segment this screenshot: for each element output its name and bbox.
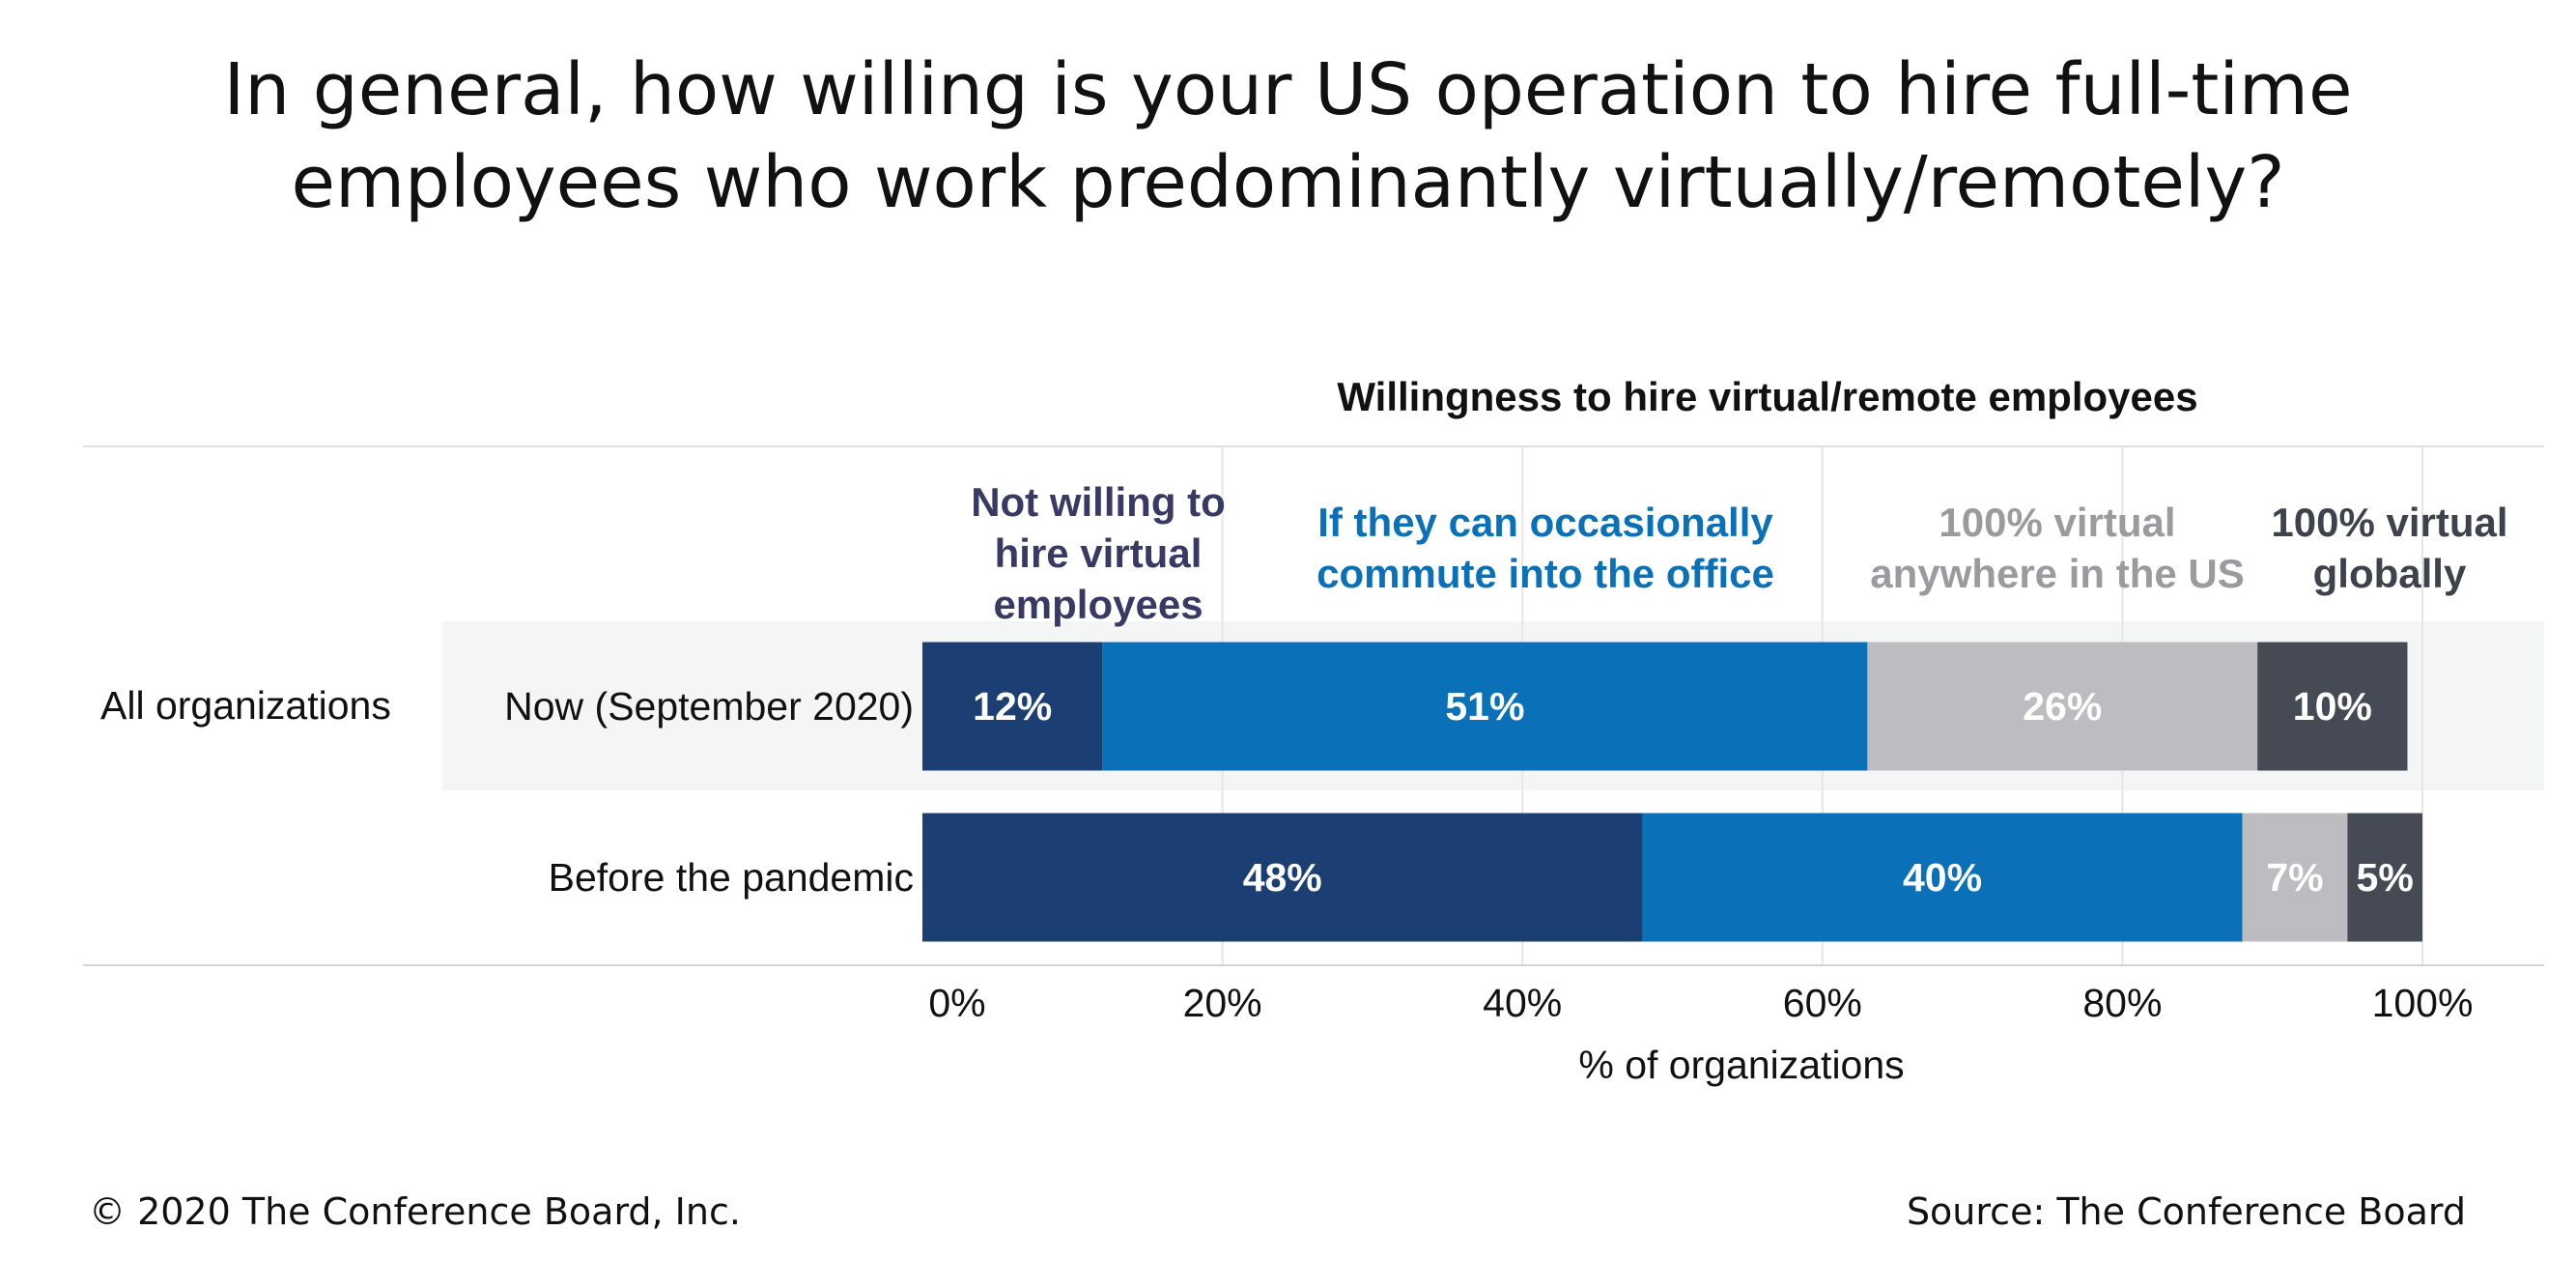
page-title: In general, how willing is your US opera… [0, 43, 2576, 229]
x-tick-label: 100% [2372, 981, 2474, 1025]
bar-segment [2347, 813, 2422, 942]
bar-segment [1867, 642, 2258, 771]
bar-segment [1102, 642, 1868, 771]
bar-segment [2242, 813, 2348, 942]
bar-value-label: 10% [2293, 684, 2372, 729]
bar-value-label: 7% [2266, 855, 2323, 900]
legend-entry-line: anywhere in the US [1870, 551, 2244, 596]
bar-value-label: 48% [1243, 855, 1322, 900]
source-note: Source: The Conference Board [1906, 1190, 2466, 1233]
legend-entry-line: globally [2313, 551, 2467, 596]
x-tick-label: 0% [928, 981, 985, 1025]
bar-segment [1642, 813, 2243, 942]
bar-segment [922, 813, 1643, 942]
bar-segment [2257, 642, 2408, 771]
bar-value-label: 5% [2357, 855, 2414, 900]
bar-value-label: 40% [1903, 855, 1982, 900]
bar-value-label: 51% [1445, 684, 1524, 729]
chart-title: Willingness to hire virtual/remote emplo… [1337, 374, 2197, 419]
bar-value-label: 12% [973, 684, 1052, 729]
legend-entry-line: employees [993, 582, 1203, 627]
legend-entry-line: 100% virtual [2271, 500, 2507, 545]
legend-entry-line: hire virtual [995, 530, 1203, 576]
page-title-line-1: In general, how willing is your US opera… [223, 48, 2353, 131]
category-label: Before the pandemic [549, 855, 914, 900]
group-label: All organizations [100, 683, 391, 728]
x-axis-ticks: 0% 20% 40% 60% 80% 100% [928, 981, 2473, 1025]
bar-segment [922, 642, 1103, 771]
x-tick-label: 80% [2082, 981, 2162, 1025]
x-tick-label: 40% [1483, 981, 1562, 1025]
legend-entry-line: Not willing to [971, 479, 1226, 525]
legend-entry-line: commute into the office [1316, 551, 1774, 596]
legend: Not willing to hire virtual employees If th… [971, 479, 2507, 627]
x-axis-label: % of organizations [1578, 1043, 1904, 1087]
bar-value-label: 26% [2023, 684, 2102, 729]
x-tick-label: 20% [1183, 981, 1262, 1025]
legend-entry-line: 100% virtual [1939, 500, 2175, 545]
copyright-notice: © 2020 The Conference Board, Inc. [89, 1190, 741, 1233]
category-labels: Now (September 2020) Before the pandemic [504, 684, 914, 900]
bars: 12% 51% 26% 10% 48% 40% 7% 5% [922, 642, 2422, 942]
category-label: Now (September 2020) [504, 684, 914, 729]
page-title-line-2: employees who work predominantly virtual… [291, 141, 2285, 224]
legend-entry-line: If they can occasionally [1317, 500, 1773, 545]
x-tick-label: 60% [1783, 981, 1862, 1025]
